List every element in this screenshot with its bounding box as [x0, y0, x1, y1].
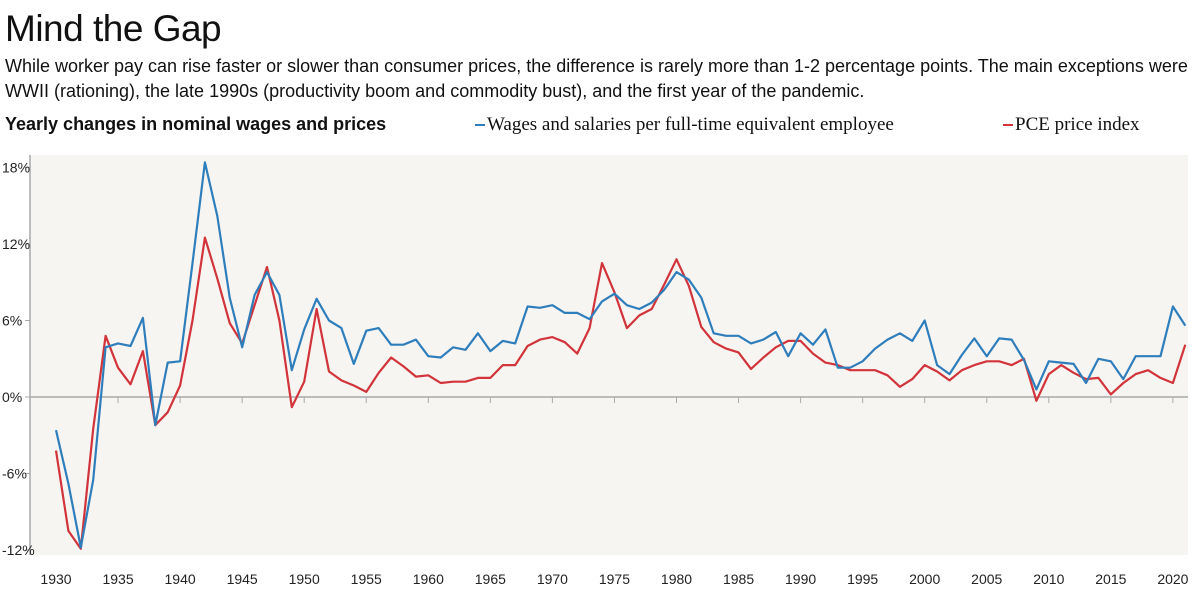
y-tick-label: -6%: [2, 466, 27, 482]
x-tick-label: 1980: [661, 571, 692, 587]
x-tick-label: 1985: [723, 571, 754, 587]
x-tick-label: 1995: [847, 571, 878, 587]
x-tick-label: 2015: [1095, 571, 1126, 587]
x-tick-label: 1960: [413, 571, 444, 587]
legend-item-wages: Wages and salaries per full-time equival…: [475, 114, 894, 136]
x-tick-label: 1940: [165, 571, 196, 587]
y-tick-label: 18%: [2, 160, 30, 176]
y-tick-label: 12%: [2, 236, 30, 252]
x-tick-label: 2005: [971, 571, 1002, 587]
x-tick-label: 1950: [289, 571, 320, 587]
y-tick-label: 6%: [2, 313, 22, 329]
y-tick-label: -12%: [2, 542, 35, 558]
legend-label-pce: PCE price index: [1015, 114, 1140, 135]
legend-swatch-wages: [475, 124, 485, 126]
x-tick-label: 2020: [1157, 571, 1188, 587]
x-tick-label: 1935: [102, 571, 133, 587]
x-tick-label: 1955: [351, 571, 382, 587]
legend-label-wages: Wages and salaries per full-time equival…: [487, 114, 894, 135]
legend-item-pce: PCE price index: [1003, 114, 1140, 136]
x-tick-label: 1965: [475, 571, 506, 587]
x-tick-label: 2010: [1033, 571, 1064, 587]
x-tick-label: 1945: [227, 571, 258, 587]
x-tick-label: 2000: [909, 571, 940, 587]
chart-title: Yearly changes in nominal wages and pric…: [5, 114, 387, 134]
x-tick-label: 1975: [599, 571, 630, 587]
x-tick-label: 1990: [785, 571, 816, 587]
series-line-wages: [54, 161, 1187, 549]
page-title: Mind the Gap: [5, 8, 222, 49]
y-tick-label: 0%: [2, 389, 22, 405]
subtitle: While worker pay can rise faster or slow…: [5, 56, 1188, 101]
plot-background: [30, 155, 1188, 555]
legend-swatch-pce: [1003, 124, 1013, 126]
x-tick-label: 1970: [537, 571, 568, 587]
x-tick-label: 1930: [40, 571, 71, 587]
